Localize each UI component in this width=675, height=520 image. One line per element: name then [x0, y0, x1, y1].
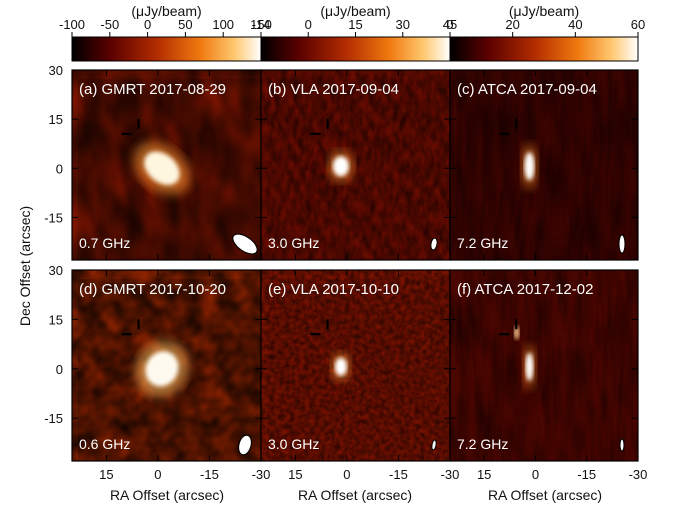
panel-c: (c) ATCA 2017-09-04 7.2 GHz	[449, 69, 639, 261]
frequency-label: 7.2 GHz	[457, 235, 508, 251]
panel-noise-dark	[456, 79, 638, 260]
panel-label: (e) VLA 2017-10-10	[268, 281, 399, 298]
colorbar-unit-2: (μJy/beam)	[320, 3, 390, 19]
colorbar-1: (μJy/beam) -100 -50 0 50 100 150	[59, 3, 272, 62]
colorbar-3: (μJy/beam) 0 20 40 60	[446, 3, 645, 62]
x-tick-label-1-3: -30	[441, 467, 460, 482]
colorbar-tick-label-2-0: -14	[252, 17, 271, 32]
beam-ellipse	[619, 438, 625, 452]
y-tick-label-0-3: -15	[44, 210, 63, 225]
colorbar-gradient-2	[260, 36, 451, 62]
colorbar-tick-label-1-5: 150	[250, 17, 272, 32]
colorbar-tick-label-1-4: 100	[212, 17, 234, 32]
y-tick-label-1-0: 30	[49, 263, 63, 278]
x-tick-label-2-3: -30	[629, 467, 648, 482]
x-tick-label-0-1: 0	[154, 467, 161, 482]
frequency-label: 7.2 GHz	[457, 436, 508, 452]
frequency-label: 3.0 GHz	[268, 436, 319, 452]
panel-label: (d) GMRT 2017-10-20	[79, 281, 226, 298]
beam-ellipse	[431, 439, 437, 451]
panel-frame	[449, 269, 639, 462]
panel-b: (b) VLA 2017-09-04 3.0 GHz	[260, 69, 451, 261]
beam-ellipse	[232, 233, 258, 255]
colorbar-tick-label-3-2: 40	[568, 17, 582, 32]
source	[331, 352, 351, 382]
beam-ellipse	[238, 434, 252, 456]
panel-e: (e) VLA 2017-10-10 3.0 GHz	[260, 269, 451, 462]
y-axis-title: Dec Offset (arcsec)	[17, 206, 33, 326]
colorbar-tick-label-1-2: 0	[144, 17, 151, 32]
x-tick-label-0-3: -30	[252, 467, 271, 482]
panel-label: (f) ATCA 2017-12-02	[457, 281, 593, 298]
y-tick-label-1-2: 0	[56, 362, 63, 377]
image-panels: (a) GMRT 2017-08-29 0.7 GHz (b) VLA 2017-0…	[71, 69, 639, 462]
y-tick-label-1-1: 15	[49, 312, 63, 327]
source	[135, 340, 189, 397]
colorbar-tick-label-1-0: -100	[59, 17, 85, 32]
colorbar-tick-label-3-3: 60	[631, 17, 645, 32]
panel-label: (c) ATCA 2017-09-04	[457, 81, 597, 98]
x-axis-title-1: RA Offset (arcsec)	[110, 487, 224, 503]
colorbar-tick-label-2-1: 0	[305, 17, 312, 32]
x-tick-label-2-0: 15	[477, 467, 491, 482]
colorbar-tick-label-1-1: -50	[100, 17, 119, 32]
colorbar-unit-1: (μJy/beam)	[131, 3, 201, 19]
panel-noise-dark	[456, 279, 638, 461]
colorbar-tick-label-3-0: 0	[446, 17, 453, 32]
panel-d: (d) GMRT 2017-10-20 0.6 GHz	[71, 269, 262, 462]
panel-label: (a) GMRT 2017-08-29	[79, 81, 226, 98]
y-tick-label-0-1: 15	[49, 112, 63, 127]
colorbar-tick-label-3-1: 20	[505, 17, 519, 32]
frequency-label: 0.7 GHz	[79, 235, 130, 251]
source	[523, 344, 536, 390]
axes: Dec Offset (arcsec) RA Offset (arcsec) R…	[17, 63, 647, 503]
x-tick-label-1-2: -15	[389, 467, 408, 482]
x-axis-title-2: RA Offset (arcsec)	[298, 487, 412, 503]
colorbar-tick-label-2-3: 30	[396, 17, 410, 32]
panel-frame	[449, 69, 639, 261]
source	[328, 150, 354, 183]
x-tick-label-0-2: -15	[200, 467, 219, 482]
colorbars: (μJy/beam)-100 -50 0 50 100 150(μJy/beam)-14 0…	[59, 3, 645, 62]
beam-ellipse	[618, 234, 626, 254]
source	[521, 143, 538, 189]
panel-noise-dark	[267, 279, 450, 461]
colorbar-gradient-1	[71, 36, 262, 62]
colorbar-unit-3: (μJy/beam)	[509, 3, 579, 19]
panel-a: (a) GMRT 2017-08-29 0.7 GHz	[71, 69, 262, 261]
colorbar-tick-label-1-3: 50	[178, 17, 192, 32]
y-tick-label-0-0: 30	[49, 63, 63, 78]
x-tick-label-2-2: -15	[577, 467, 596, 482]
panel-noise-dark	[267, 79, 450, 260]
frequency-label: 3.0 GHz	[268, 235, 319, 251]
colorbar-tick-label-2-4: 45	[443, 17, 457, 32]
y-tick-label-1-3: -15	[44, 411, 63, 426]
colorbar-2: (μJy/beam) -14 0 15 30 45	[252, 3, 457, 62]
panel-label: (b) VLA 2017-09-04	[268, 81, 399, 98]
source	[133, 141, 191, 196]
x-axis-title-3: RA Offset (arcsec)	[488, 487, 602, 503]
colorbar-gradient-3	[449, 36, 639, 62]
beam-ellipse	[430, 237, 438, 251]
x-tick-label-0-0: 15	[99, 467, 113, 482]
panel-f: (f) ATCA 2017-12-02 7.2 GHz	[449, 269, 639, 462]
y-tick-label-0-2: 0	[56, 161, 63, 176]
x-tick-label-1-1: 0	[343, 467, 350, 482]
frequency-label: 0.6 GHz	[79, 436, 130, 452]
x-tick-label-2-1: 0	[532, 467, 539, 482]
x-tick-label-1-0: 15	[288, 467, 302, 482]
colorbar-tick-label-2-2: 15	[348, 17, 362, 32]
